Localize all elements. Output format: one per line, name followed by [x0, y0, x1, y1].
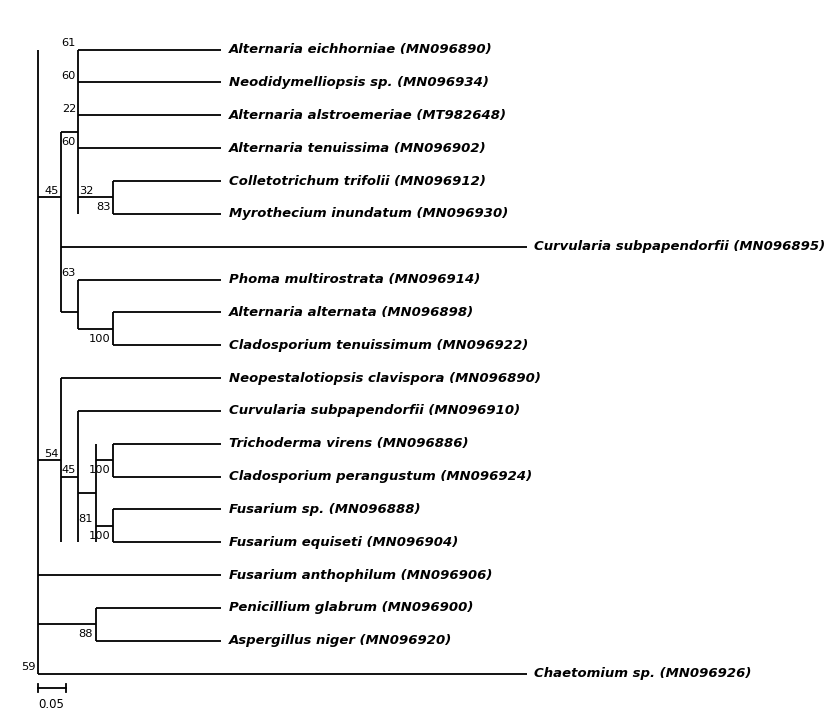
Text: 88: 88 [79, 629, 93, 639]
Text: Alternaria alstroemeriae (MT982648): Alternaria alstroemeriae (MT982648) [228, 109, 507, 122]
Text: Penicillium glabrum (MN096900): Penicillium glabrum (MN096900) [228, 602, 473, 615]
Text: 100: 100 [88, 465, 110, 475]
Text: Aspergillus niger (MN096920): Aspergillus niger (MN096920) [228, 634, 452, 647]
Text: Cladosporium perangustum (MN096924): Cladosporium perangustum (MN096924) [228, 470, 532, 483]
Text: Phoma multirostrata (MN096914): Phoma multirostrata (MN096914) [228, 273, 480, 286]
Text: 0.05: 0.05 [38, 698, 65, 711]
Text: 60: 60 [62, 71, 76, 81]
Text: Colletotrichum trifolii (MN096912): Colletotrichum trifolii (MN096912) [228, 174, 485, 187]
Text: 60: 60 [62, 136, 76, 146]
Text: Neodidymelliopsis sp. (MN096934): Neodidymelliopsis sp. (MN096934) [228, 76, 489, 89]
Text: 83: 83 [96, 202, 110, 213]
Text: Alternaria tenuissima (MN096902): Alternaria tenuissima (MN096902) [228, 141, 486, 154]
Text: Curvularia subpapendorfii (MN096895): Curvularia subpapendorfii (MN096895) [534, 241, 825, 253]
Text: Fusarium equiseti (MN096904): Fusarium equiseti (MN096904) [228, 536, 458, 549]
Text: Chaetomium sp. (MN096926): Chaetomium sp. (MN096926) [534, 667, 752, 680]
Text: Curvularia subpapendorfii (MN096910): Curvularia subpapendorfii (MN096910) [228, 404, 519, 417]
Text: 32: 32 [79, 186, 93, 196]
Text: 81: 81 [79, 514, 93, 524]
Text: Fusarium sp. (MN096888): Fusarium sp. (MN096888) [228, 503, 420, 516]
Text: 100: 100 [88, 334, 110, 344]
Text: 22: 22 [62, 103, 76, 113]
Text: 59: 59 [22, 662, 36, 672]
Text: Alternaria alternata (MN096898): Alternaria alternata (MN096898) [228, 306, 474, 319]
Text: Fusarium anthophilum (MN096906): Fusarium anthophilum (MN096906) [228, 569, 492, 582]
Text: Myrothecium inundatum (MN096930): Myrothecium inundatum (MN096930) [228, 208, 508, 220]
Text: Neopestalotiopsis clavispora (MN096890): Neopestalotiopsis clavispora (MN096890) [228, 371, 541, 385]
Text: 61: 61 [62, 38, 76, 48]
Text: 100: 100 [88, 531, 110, 541]
Text: 54: 54 [45, 449, 59, 459]
Text: 45: 45 [45, 186, 59, 196]
Text: Alternaria eichhorniae (MN096890): Alternaria eichhorniae (MN096890) [228, 43, 492, 56]
Text: Trichoderma virens (MN096886): Trichoderma virens (MN096886) [228, 437, 468, 450]
Text: 63: 63 [62, 268, 76, 278]
Text: Cladosporium tenuissimum (MN096922): Cladosporium tenuissimum (MN096922) [228, 339, 528, 352]
Text: 45: 45 [62, 465, 76, 475]
